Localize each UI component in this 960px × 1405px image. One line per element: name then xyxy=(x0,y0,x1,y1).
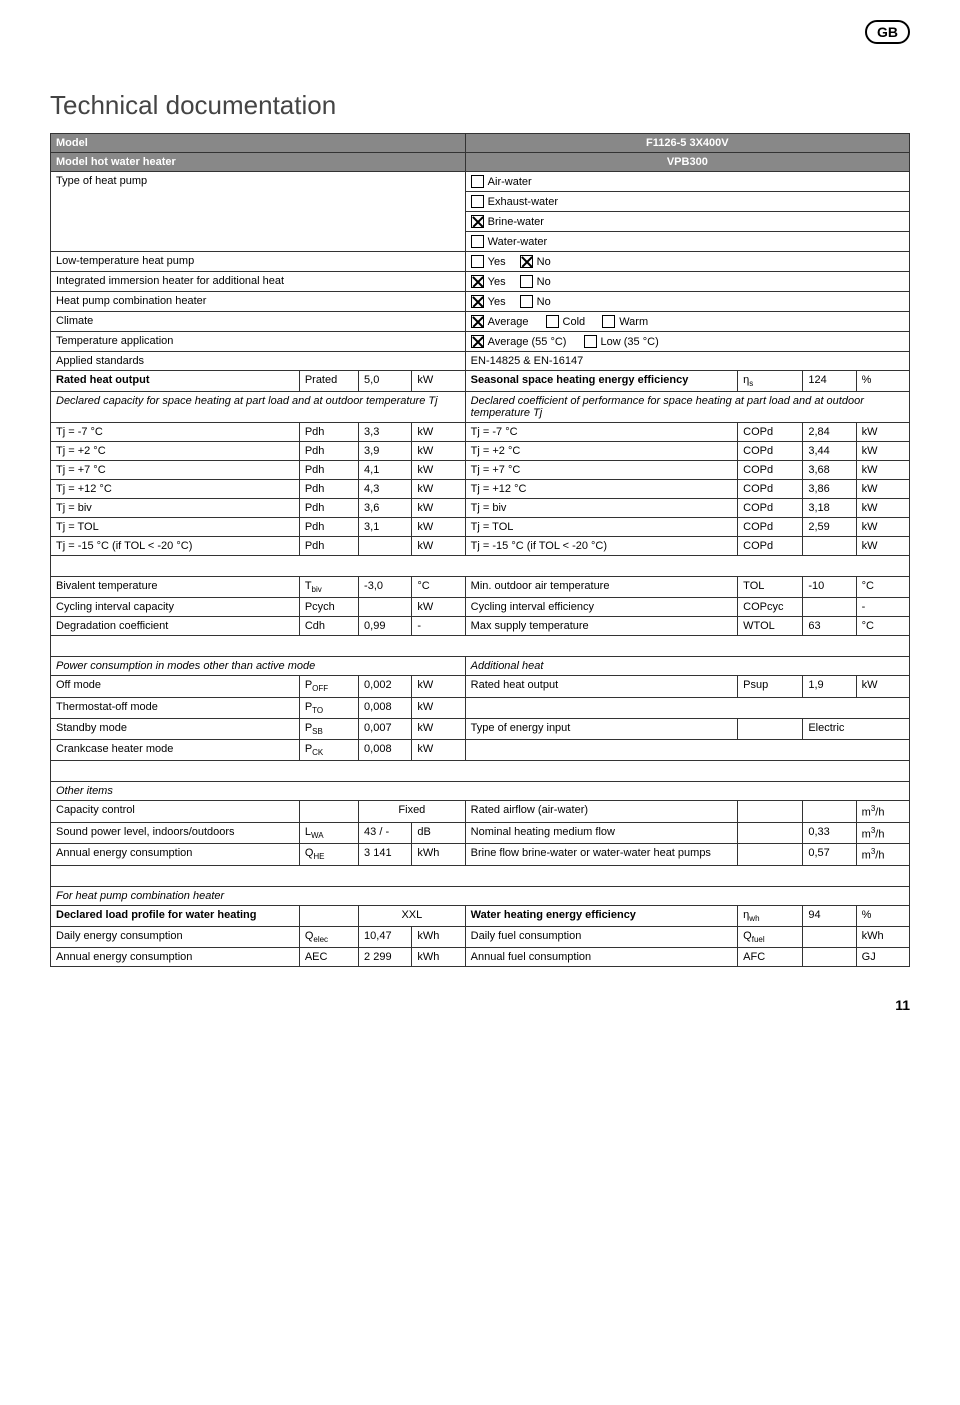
row-comb-header: For heat pump combination heater xyxy=(51,887,910,906)
row-combination: Heat pump combination heater YesNo xyxy=(51,292,910,312)
block2-row: Cycling interval capacityPcychkWCycling … xyxy=(51,598,910,617)
row-temp-app: Temperature application Average (55 °C) … xyxy=(51,332,910,352)
tj-row: Tj = +12 °CPdh4,3kWTj = +12 °CCOPd3,86kW xyxy=(51,480,910,499)
power-row: Thermostat-off modePTO0,008kW xyxy=(51,697,910,718)
row-comb-1: Declared load profile for water heating … xyxy=(51,906,910,927)
power-row: Off modePOFF0,002kWRated heat outputPsup… xyxy=(51,676,910,697)
row-power-header: Power consumption in modes other than ac… xyxy=(51,657,910,676)
tj-row: Tj = TOLPdh3,1kWTj = TOLCOPd2,59kW xyxy=(51,518,910,537)
opt-brine-water: Brine-water xyxy=(465,212,909,232)
power-row: Standby modePSB0,007kWType of energy inp… xyxy=(51,718,910,739)
spec-table: Model F1126-5 3X400V Model hot water hea… xyxy=(50,133,910,967)
row-other-header: Other items xyxy=(51,782,910,801)
hwh-label: Model hot water heater xyxy=(51,153,466,172)
other-row: Sound power level, indoors/outdoorsLWA43… xyxy=(51,822,910,844)
block2-row: Degradation coefficientCdh0,99-Max suppl… xyxy=(51,617,910,636)
row-standards: Applied standards EN-14825 & EN-16147 xyxy=(51,352,910,371)
opt-water-water: Water-water xyxy=(465,232,909,252)
row-decl-headers: Declared capacity for space heating at p… xyxy=(51,392,910,423)
comb-row: Annual energy consumptionAEC2 299kWhAnnu… xyxy=(51,948,910,967)
other-row: Capacity controlFixedRated airflow (air-… xyxy=(51,801,910,823)
row-low-temp: Low-temperature heat pump YesNo xyxy=(51,252,910,272)
row-immersion: Integrated immersion heater for addition… xyxy=(51,272,910,292)
tj-row: Tj = -15 °C (if TOL < -20 °C)PdhkWTj = -… xyxy=(51,537,910,556)
block2-row: Bivalent temperatureTbiv-3,0°CMin. outdo… xyxy=(51,577,910,598)
tj-row: Tj = -7 °CPdh3,3kWTj = -7 °CCOPd2,84kW xyxy=(51,423,910,442)
model-label: Model xyxy=(51,134,466,153)
power-row: Crankcase heater modePCK0,008kW xyxy=(51,739,910,760)
row-climate: Climate Average Cold Warm xyxy=(51,312,910,332)
gb-badge: GB xyxy=(865,20,910,44)
comb-row: Daily energy consumptionQelec10,47kWhDai… xyxy=(51,927,910,948)
opt-air-water: Air-water xyxy=(465,172,909,192)
hwh-value: VPB300 xyxy=(465,153,909,172)
type-label: Type of heat pump xyxy=(51,172,466,252)
page-title: Technical documentation xyxy=(50,90,910,121)
row-rated-heat: Rated heat output Prated 5,0 kW Seasonal… xyxy=(51,371,910,392)
other-row: Annual energy consumptionQHE3 141kWhBrin… xyxy=(51,844,910,866)
opt-exhaust-water: Exhaust-water xyxy=(465,192,909,212)
page-number: 11 xyxy=(50,997,910,1013)
tj-row: Tj = +2 °CPdh3,9kWTj = +2 °CCOPd3,44kW xyxy=(51,442,910,461)
model-value: F1126-5 3X400V xyxy=(465,134,909,153)
tj-row: Tj = bivPdh3,6kWTj = bivCOPd3,18kW xyxy=(51,499,910,518)
tj-row: Tj = +7 °CPdh4,1kWTj = +7 °CCOPd3,68kW xyxy=(51,461,910,480)
